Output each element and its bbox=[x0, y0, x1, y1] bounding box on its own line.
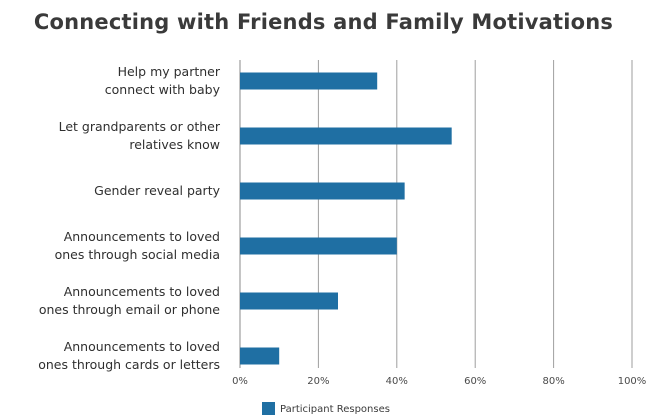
bar bbox=[240, 347, 280, 365]
x-tick-label: 0% bbox=[232, 376, 248, 387]
category-label: Let grandparents or other relatives know bbox=[59, 119, 221, 152]
x-tick-label: 80% bbox=[542, 376, 564, 387]
category-label: Help my partner connect with baby bbox=[105, 64, 221, 97]
legend-swatch bbox=[262, 402, 275, 415]
category-label: Announcements to loved ones through email… bbox=[39, 284, 220, 317]
bars bbox=[240, 72, 452, 365]
x-axis-ticks: 0% 20% 40% 60% 80% 100% bbox=[232, 376, 646, 387]
category-label: Gender reveal party bbox=[94, 183, 220, 198]
x-tick-label: 40% bbox=[386, 376, 408, 387]
legend: Participant Responses bbox=[262, 402, 390, 415]
chart-title: Connecting with Friends and Family Motiv… bbox=[33, 10, 614, 34]
category-label: Announcements to loved ones through cards… bbox=[38, 339, 220, 372]
x-tick-label: 60% bbox=[464, 376, 486, 387]
x-tick-label: 100% bbox=[618, 376, 647, 387]
category-label: Announcements to loved ones through socia… bbox=[55, 229, 220, 262]
legend-label: Participant Responses bbox=[280, 404, 390, 415]
category-labels: Help my partner connect with baby Let gran… bbox=[38, 64, 221, 372]
bar bbox=[240, 182, 405, 200]
bar bbox=[240, 292, 338, 310]
x-tick-label: 20% bbox=[307, 376, 329, 387]
bar bbox=[240, 72, 378, 90]
grid-lines bbox=[239, 60, 633, 368]
bar bbox=[240, 127, 452, 145]
bar bbox=[240, 237, 397, 255]
